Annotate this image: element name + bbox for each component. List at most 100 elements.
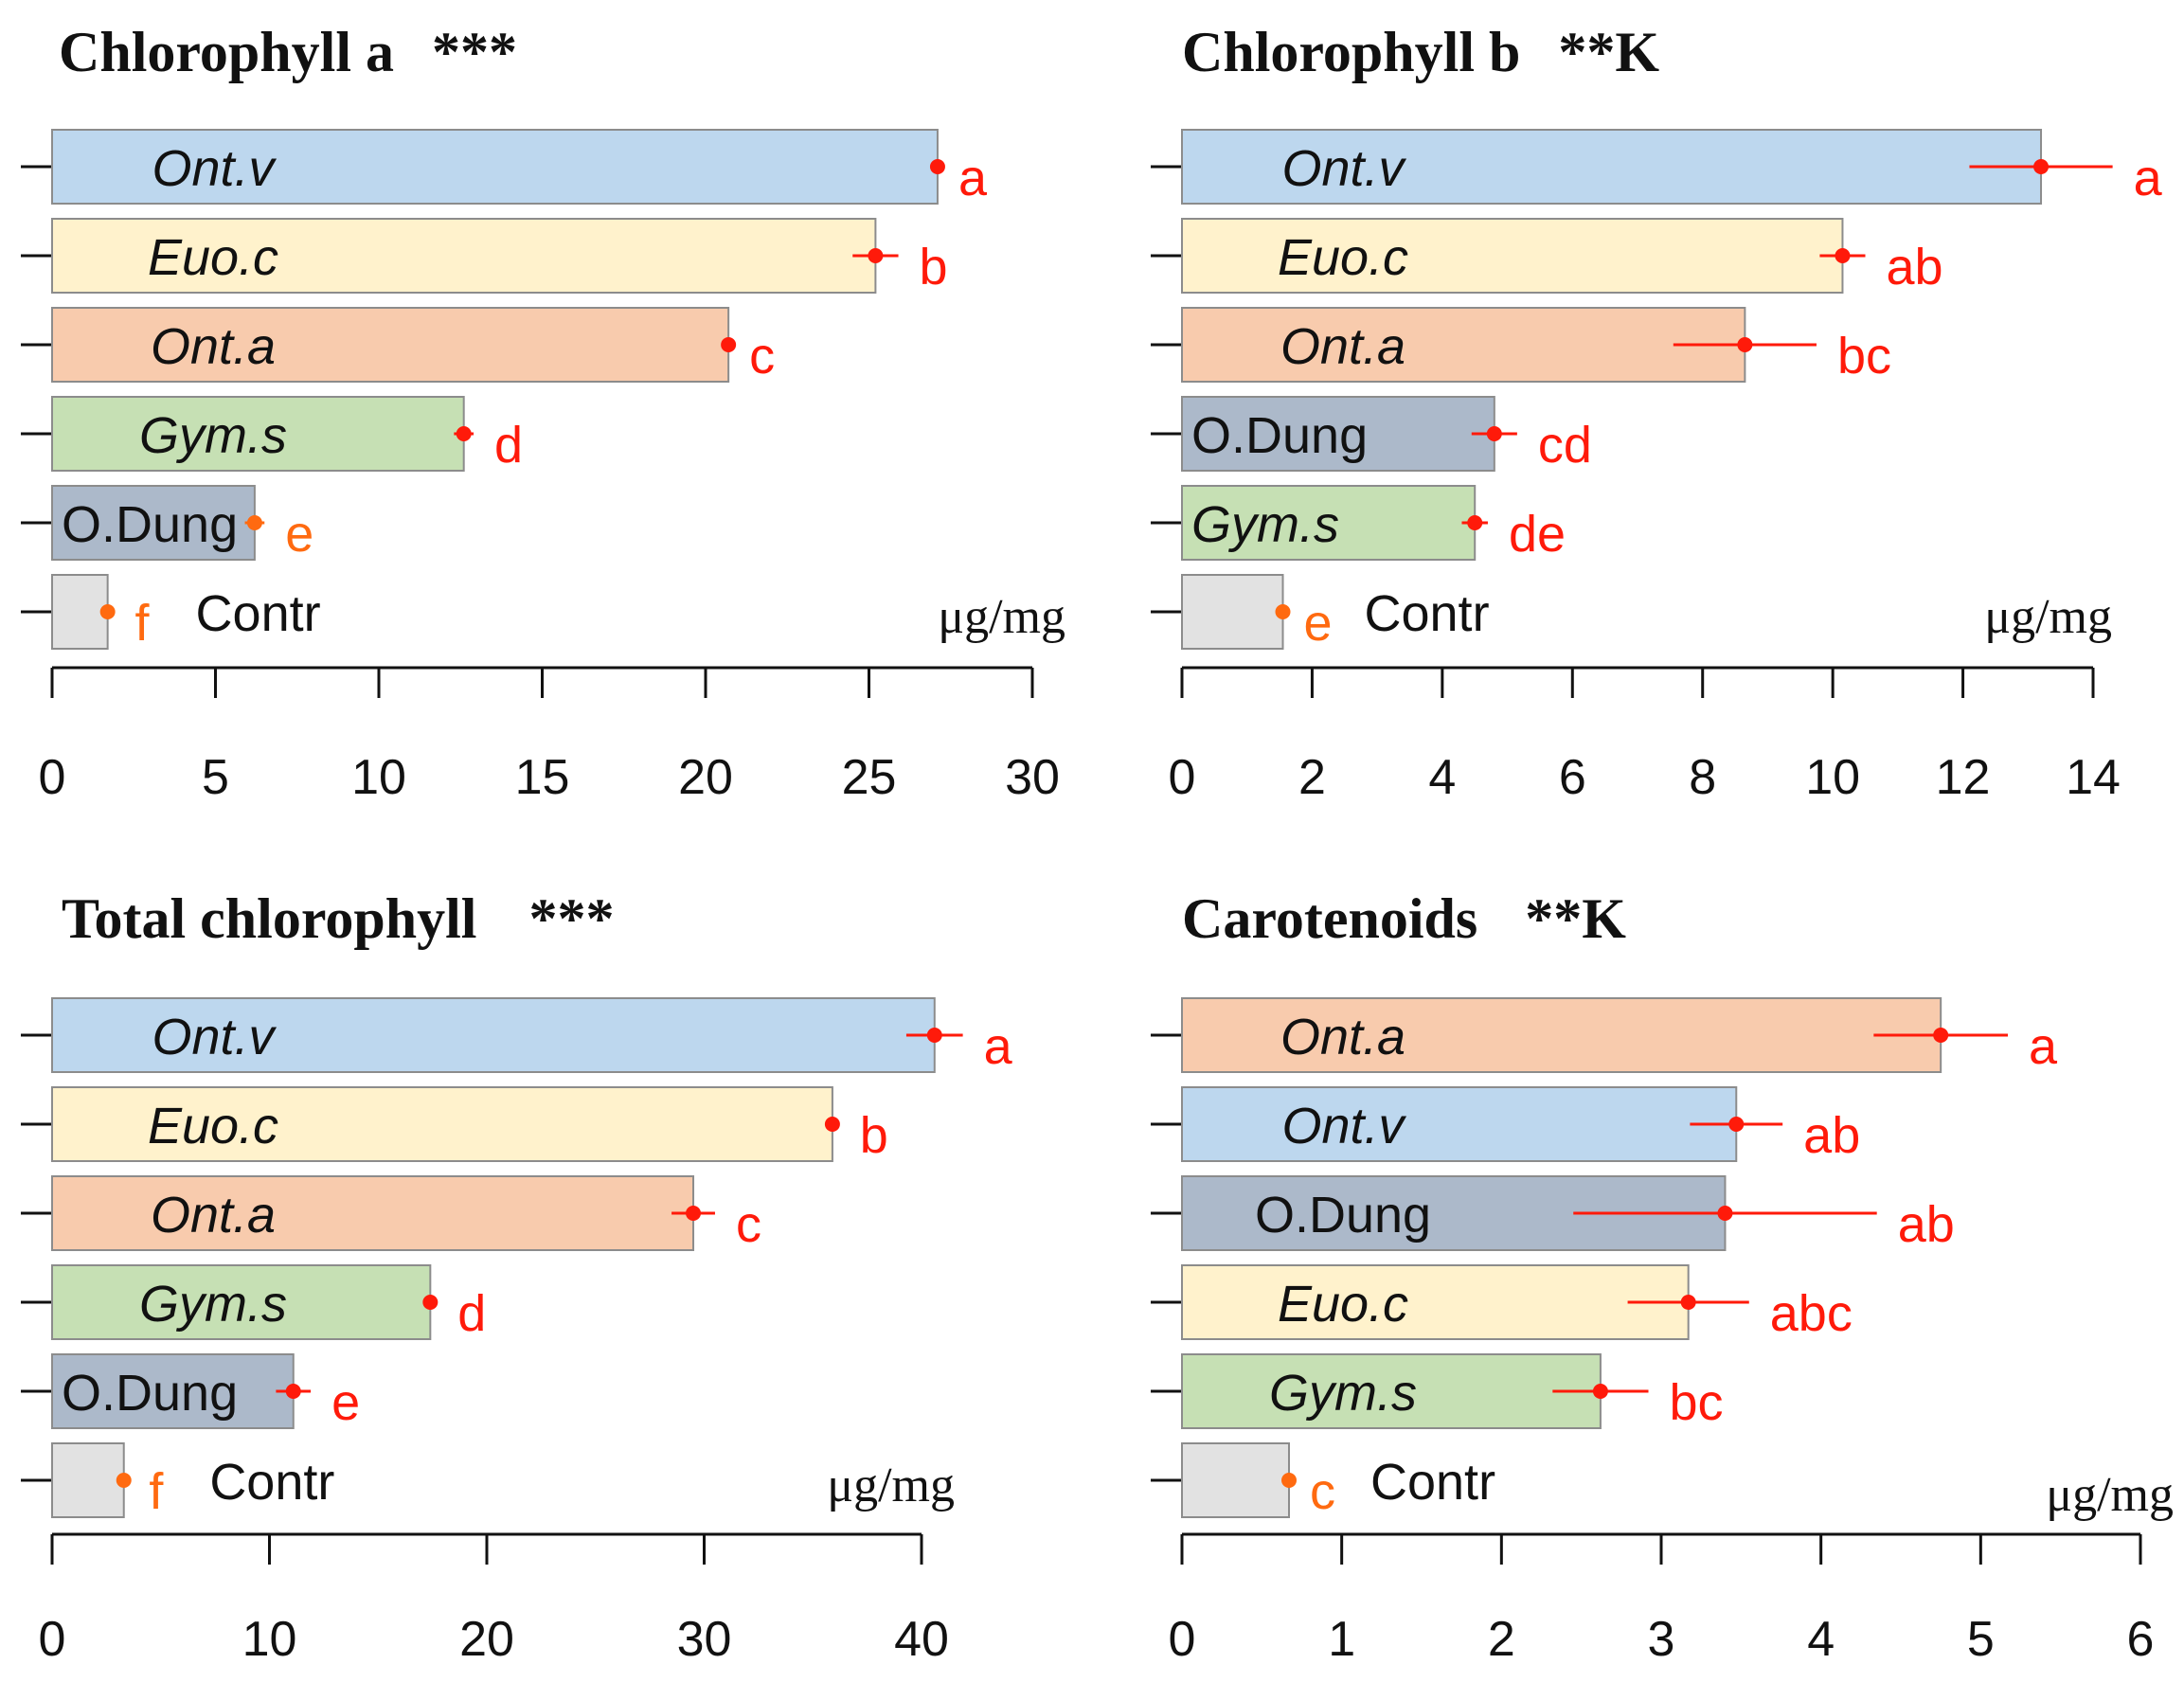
bar-contr [51, 574, 109, 650]
bar-label-contr: Contr [1370, 1454, 1495, 1511]
bar-ont-a [51, 307, 730, 383]
x-tick-label: 30 [677, 1612, 732, 1667]
x-tick-label: 4 [1428, 750, 1456, 805]
significance-letter-contr: f [149, 1463, 164, 1520]
significance-letter-ont-v: a [2134, 150, 2163, 206]
mean-marker-euo-c [1680, 1295, 1696, 1310]
bar-gym-s [51, 1264, 432, 1340]
x-tick-label: 0 [1169, 750, 1196, 805]
bar-ont-a [51, 1175, 695, 1251]
significance-letter-gym-s: bc [1670, 1374, 1724, 1431]
mean-marker-ont-a [1933, 1028, 1949, 1043]
bar-label-o-dung: O.Dung [62, 496, 238, 553]
mean-marker-contr [1281, 1473, 1298, 1488]
significance-letter-o-dung: e [331, 1374, 360, 1431]
x-tick-label: 25 [842, 750, 897, 805]
x-tick-label: 5 [1967, 1612, 1995, 1667]
mean-marker-o-dung [246, 515, 262, 530]
bar-o-dung [51, 1353, 295, 1429]
x-tick-label: 2 [1298, 750, 1326, 805]
bar-label-o-dung: O.Dung [1191, 407, 1368, 464]
mean-marker-gym-s [1467, 515, 1483, 530]
x-tick-label: 2 [1488, 1612, 1515, 1667]
bar-label-ont-a: Ont.a [1280, 318, 1405, 375]
bar-contr [1181, 574, 1284, 650]
bar-ont-v [51, 129, 939, 205]
mean-marker-gym-s [1592, 1384, 1608, 1399]
significance-letter-ont-a: a [2029, 1018, 2058, 1075]
bar-label-contr: Contr [196, 585, 321, 642]
significance-letter-o-dung: e [285, 506, 313, 563]
x-tick-label: 3 [1648, 1612, 1675, 1667]
mean-marker-ont-v [2033, 159, 2050, 174]
mean-marker-contr [99, 604, 116, 619]
x-tick-label: 0 [1169, 1612, 1196, 1667]
significance-letter-ont-v: ab [1803, 1107, 1860, 1164]
significance-letter-o-dung: ab [1898, 1196, 1955, 1253]
x-tick-label: 4 [1807, 1612, 1835, 1667]
bar-label-gym-s: Gym.s [139, 1276, 287, 1333]
x-tick-label: 1 [1328, 1612, 1355, 1667]
mean-marker-ont-v [929, 159, 945, 174]
significance-label: **K [1558, 21, 1659, 83]
mean-marker-contr [1275, 604, 1291, 619]
bar-euo-c [1181, 1264, 1690, 1340]
significance-letter-euo-c: ab [1887, 239, 1943, 295]
x-tick-label: 30 [1005, 750, 1060, 805]
significance-letter-gym-s: d [457, 1285, 486, 1342]
bar-label-contr: Contr [209, 1454, 334, 1511]
bar-ont-v [1181, 129, 2043, 205]
bar-label-ont-a: Ont.a [1280, 1009, 1405, 1065]
chart-title: Carotenoids [1182, 887, 1477, 950]
x-tick-label: 8 [1689, 750, 1716, 805]
x-tick-label: 10 [242, 1612, 297, 1667]
bar-label-gym-s: Gym.s [1269, 1365, 1417, 1422]
bar-gym-s [51, 396, 465, 472]
significance-label: **K [1525, 887, 1626, 950]
chart-panel-carotenoids: Carotenoids **K a Ont.a ab Ont.v ab O.Dung abc Eu… [1151, 887, 2174, 1667]
chart-panel-chlorophyll-a: Chlorophyll a *** a Ont.v b Euo.c c Ont.a d Gym.s… [21, 21, 1065, 805]
mean-marker-o-dung [285, 1384, 301, 1399]
significance-letter-euo-c: abc [1770, 1285, 1853, 1342]
mean-marker-contr [116, 1473, 132, 1488]
bar-ont-a [1181, 307, 1746, 383]
mean-marker-ont-a [686, 1206, 702, 1221]
significance-letter-euo-c: b [920, 239, 948, 295]
unit-label: μg/mg [827, 1458, 955, 1512]
bar-label-contr: Contr [1365, 585, 1490, 642]
chart-title: Chlorophyll a [59, 21, 394, 83]
x-tick-label: 6 [1559, 750, 1586, 805]
bar-label-ont-v: Ont.v [1281, 140, 1406, 197]
bar-label-euo-c: Euo.c [1278, 1276, 1408, 1333]
significance-letter-euo-c: b [860, 1107, 888, 1164]
x-tick-label: 40 [894, 1612, 949, 1667]
bar-ont-v [51, 997, 936, 1073]
bar-label-euo-c: Euo.c [148, 1098, 278, 1154]
significance-label: *** [432, 21, 517, 83]
significance-letter-ont-a: c [736, 1196, 761, 1253]
mean-marker-euo-c [868, 248, 884, 263]
bar-o-dung [1181, 396, 1495, 472]
unit-label: μg/mg [1984, 590, 2112, 644]
bar-gym-s [1181, 485, 1477, 561]
x-tick-label: 20 [459, 1612, 514, 1667]
bar-contr [51, 1442, 125, 1518]
x-tick-label: 15 [515, 750, 570, 805]
bar-label-euo-c: Euo.c [1278, 229, 1408, 286]
bar-euo-c [1181, 218, 1844, 294]
significance-letter-gym-s: de [1509, 506, 1566, 563]
significance-label: *** [528, 887, 614, 950]
x-tick-label: 10 [1805, 750, 1860, 805]
chart-title: Total chlorophyll [62, 887, 476, 950]
x-tick-label: 0 [39, 1612, 66, 1667]
significance-letter-contr: c [1310, 1463, 1335, 1520]
chart-title: Chlorophyll b [1182, 21, 1520, 83]
unit-label: μg/mg [938, 590, 1065, 644]
significance-letter-o-dung: cd [1538, 417, 1592, 474]
mean-marker-ont-a [1737, 337, 1753, 352]
mean-marker-ont-a [721, 337, 737, 352]
bar-ont-a [1181, 997, 1942, 1073]
bar-label-ont-v: Ont.v [1281, 1098, 1406, 1154]
